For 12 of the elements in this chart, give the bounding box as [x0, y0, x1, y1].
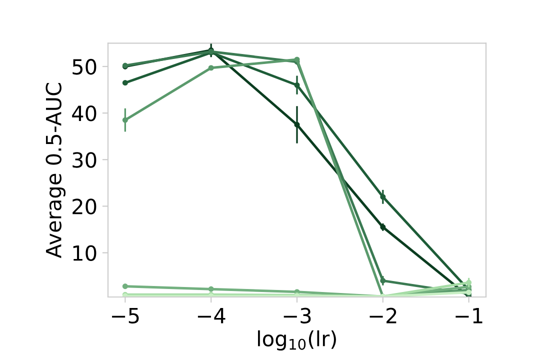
- x-axis-title: log$_{10}$(lr): [258, 330, 336, 351]
- y-tick-label: 10: [73, 245, 96, 261]
- y-axis-title: Average 0.5-AUC: [46, 83, 66, 258]
- x-tick-label: −3: [284, 308, 311, 324]
- y-tick-label: 50: [72, 58, 96, 75]
- x-tick-label: −1: [456, 308, 482, 324]
- y-tick-label: 20: [72, 198, 96, 214]
- y-tick-label: 30: [72, 152, 96, 168]
- x-tick-label: −2: [370, 308, 396, 324]
- x-tick-label: −4: [198, 308, 226, 324]
- y-tick-label: 40: [72, 106, 96, 122]
- x-tick-label: −5: [112, 308, 139, 324]
